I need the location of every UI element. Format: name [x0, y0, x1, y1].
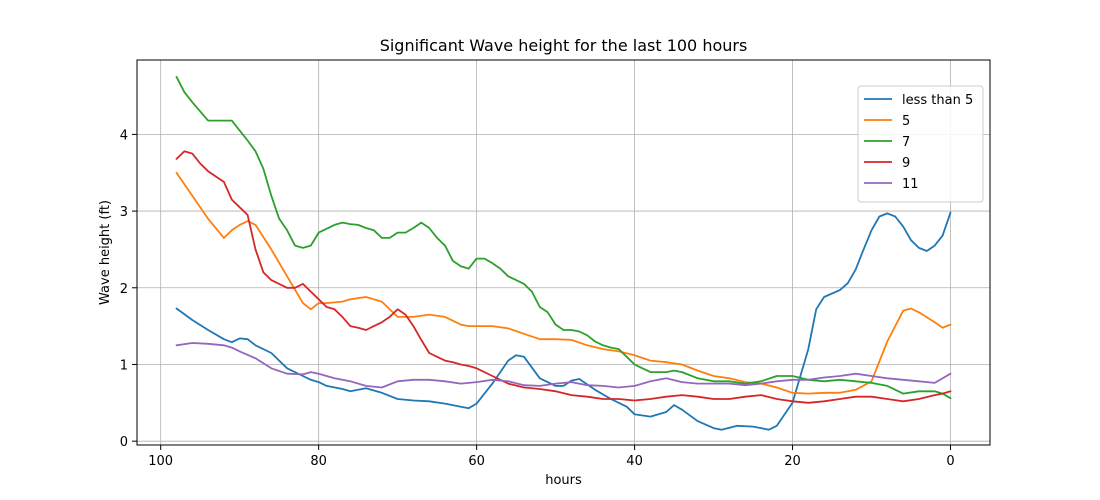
- x-tick-label: 0: [946, 454, 954, 469]
- series-line-3: [175, 76, 952, 400]
- series-line-2: [175, 171, 952, 395]
- y-axis-label: Wave height (ft): [98, 200, 113, 305]
- chart-title: Significant Wave height for the last 100…: [380, 36, 748, 55]
- x-tick-label: 100: [148, 454, 173, 469]
- y-tick-label: 1: [120, 358, 128, 373]
- x-axis-label: hours: [545, 473, 582, 488]
- series-line-1: [175, 211, 952, 431]
- y-tick-label: 2: [120, 282, 128, 297]
- legend-label: less than 5: [902, 93, 973, 108]
- legend-label: 5: [902, 114, 910, 129]
- series-lines: [175, 76, 952, 431]
- y-tick-label: 0: [120, 435, 128, 450]
- x-tick-label: 40: [626, 454, 643, 469]
- y-tick-label: 3: [120, 205, 128, 220]
- x-tick-label: 80: [310, 454, 327, 469]
- axis-ticks: 100 80 60 40 20 0 0 1 2 3 4: [120, 128, 955, 469]
- legend-label: 11: [902, 177, 919, 192]
- series-line-5: [175, 342, 952, 389]
- legend: less than 5 5 7 9 11: [857, 85, 984, 203]
- legend-label: 9: [902, 156, 910, 171]
- legend-box: [857, 85, 984, 203]
- y-tick-label: 4: [120, 128, 128, 143]
- series-line-4: [175, 150, 952, 404]
- x-tick-label: 20: [784, 454, 801, 469]
- plot-area-frame: [136, 59, 991, 446]
- legend-label: 7: [902, 135, 910, 150]
- x-tick-label: 60: [468, 454, 485, 469]
